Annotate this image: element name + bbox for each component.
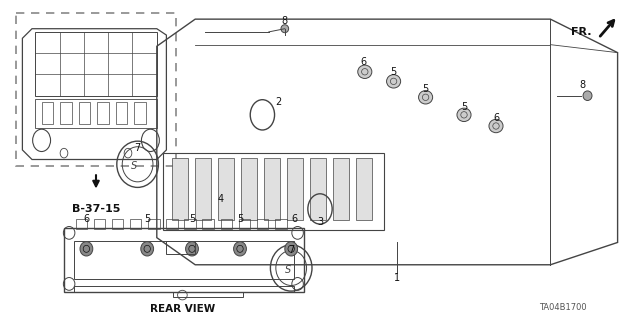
Bar bbox=[264, 158, 280, 220]
Ellipse shape bbox=[234, 242, 246, 256]
Text: 4: 4 bbox=[218, 194, 224, 204]
Bar bbox=[333, 158, 349, 220]
Text: 5: 5 bbox=[390, 67, 397, 77]
Ellipse shape bbox=[281, 25, 289, 33]
Bar bbox=[310, 158, 326, 220]
Bar bbox=[148, 219, 159, 229]
Text: 7: 7 bbox=[134, 143, 141, 153]
Ellipse shape bbox=[419, 91, 433, 104]
Text: 5: 5 bbox=[144, 213, 150, 224]
Text: 6: 6 bbox=[83, 213, 90, 224]
Bar bbox=[130, 219, 141, 229]
Bar bbox=[64, 228, 304, 292]
Bar bbox=[93, 219, 105, 229]
Bar bbox=[287, 158, 303, 220]
Bar bbox=[134, 102, 146, 124]
Text: 5: 5 bbox=[189, 213, 195, 224]
Bar bbox=[202, 219, 214, 229]
Bar bbox=[42, 102, 53, 124]
Bar bbox=[76, 219, 87, 229]
Bar bbox=[116, 102, 127, 124]
Text: 6: 6 bbox=[493, 113, 499, 123]
Bar bbox=[275, 219, 287, 229]
Text: 5: 5 bbox=[237, 213, 243, 224]
Bar bbox=[257, 219, 268, 229]
Text: S: S bbox=[285, 264, 291, 275]
Text: FR.: FR. bbox=[572, 27, 592, 37]
Bar bbox=[172, 158, 188, 220]
Bar bbox=[218, 158, 234, 220]
Ellipse shape bbox=[358, 65, 372, 78]
Ellipse shape bbox=[80, 242, 93, 256]
Ellipse shape bbox=[141, 242, 154, 256]
Bar bbox=[97, 102, 109, 124]
Bar bbox=[356, 158, 372, 220]
Text: 1: 1 bbox=[394, 272, 400, 283]
Ellipse shape bbox=[457, 108, 471, 122]
Bar bbox=[16, 13, 176, 166]
Bar bbox=[184, 219, 196, 229]
Text: 3: 3 bbox=[317, 217, 323, 227]
Text: 6: 6 bbox=[291, 213, 298, 224]
Bar bbox=[79, 102, 90, 124]
Bar bbox=[239, 219, 250, 229]
Text: 5: 5 bbox=[461, 102, 467, 112]
Text: 2: 2 bbox=[275, 97, 282, 107]
Text: S: S bbox=[131, 161, 138, 171]
Bar bbox=[112, 219, 124, 229]
Text: 6: 6 bbox=[360, 57, 367, 67]
Text: B-37-15: B-37-15 bbox=[72, 204, 120, 214]
Bar bbox=[166, 241, 195, 254]
Bar bbox=[60, 102, 72, 124]
Bar bbox=[166, 219, 178, 229]
Ellipse shape bbox=[489, 119, 503, 133]
Bar bbox=[221, 219, 232, 229]
Text: TA04B1700: TA04B1700 bbox=[540, 303, 587, 312]
Ellipse shape bbox=[285, 242, 298, 256]
Bar bbox=[74, 241, 294, 279]
Bar bbox=[241, 158, 257, 220]
Ellipse shape bbox=[583, 91, 592, 100]
Text: 7: 7 bbox=[288, 245, 294, 256]
Text: 8: 8 bbox=[282, 16, 288, 26]
Ellipse shape bbox=[186, 242, 198, 256]
Ellipse shape bbox=[387, 75, 401, 88]
Text: 5: 5 bbox=[422, 84, 429, 94]
Bar bbox=[195, 158, 211, 220]
Text: 8: 8 bbox=[579, 79, 586, 90]
Text: REAR VIEW: REAR VIEW bbox=[150, 304, 215, 315]
